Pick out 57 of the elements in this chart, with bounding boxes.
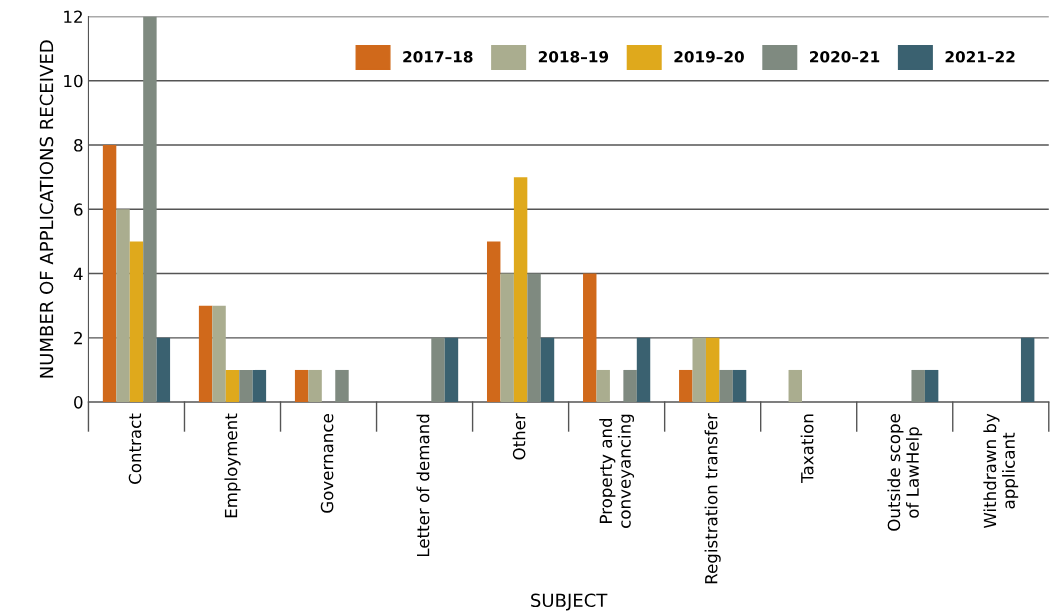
- bar: [431, 337, 445, 403]
- legend-label: 2020–21: [810, 51, 880, 63]
- bar: [527, 273, 541, 403]
- bar: [583, 273, 597, 403]
- bar: [308, 369, 322, 403]
- bar: [636, 337, 651, 403]
- bar: [102, 145, 117, 403]
- x-tick-label: Governance: [320, 414, 334, 513]
- y-tick-label: 2: [74, 331, 82, 345]
- legend-label: 2021–22: [945, 51, 1015, 63]
- bar: [143, 16, 157, 403]
- bar: [294, 369, 309, 403]
- bar: [156, 337, 171, 403]
- x-tick-label: Outside scope of LawHelp: [887, 414, 923, 531]
- bar: [500, 273, 514, 403]
- x-axis-title: SUBJECT: [531, 593, 608, 611]
- x-tick-label: Registration transfer: [704, 413, 721, 584]
- legend-label: 2018–19: [538, 51, 609, 63]
- y-tick-label: 12: [64, 10, 82, 23]
- bar: [732, 369, 747, 403]
- y-tick-label: 8: [74, 139, 83, 152]
- y-tick-label: 0: [74, 396, 83, 409]
- bar: [540, 337, 555, 403]
- bar: [623, 369, 637, 403]
- x-tick-label: Employment: [224, 413, 241, 518]
- bar: [198, 305, 213, 403]
- legend-label: 2017–18: [403, 51, 473, 63]
- bar: [239, 369, 253, 403]
- bar: [513, 177, 528, 403]
- y-tick-label: 10: [64, 74, 83, 88]
- x-tick-label: Taxation: [800, 414, 814, 483]
- bar: [924, 369, 939, 403]
- bar: [335, 369, 349, 403]
- bar: [911, 369, 925, 403]
- x-tick-label: Property and conveyancing: [599, 414, 635, 528]
- bar: [719, 369, 733, 403]
- x-tick-label: Letter of demand: [416, 414, 430, 557]
- legend-label: 2019–20: [674, 51, 744, 63]
- bar: [1020, 337, 1035, 403]
- x-tick-label: Other: [512, 413, 526, 460]
- bar: [212, 305, 226, 403]
- bar: [252, 369, 267, 403]
- x-tick-label: Contract: [128, 413, 142, 484]
- y-tick-label: 4: [73, 267, 83, 280]
- bar: [788, 369, 802, 403]
- bar: [692, 337, 706, 403]
- bar: [225, 369, 240, 403]
- y-tick-label: 6: [74, 203, 83, 216]
- bar: [129, 241, 144, 403]
- bar: [596, 369, 610, 403]
- x-tick-label: Withdrawn by applicant: [983, 413, 1019, 529]
- bar: [679, 369, 693, 403]
- bar: [705, 337, 720, 403]
- bar: [486, 241, 501, 403]
- y-axis-title: NUMBER OF APPLICATIONS RECEIVED: [39, 40, 54, 378]
- bar: [116, 209, 130, 403]
- bar: [444, 337, 459, 403]
